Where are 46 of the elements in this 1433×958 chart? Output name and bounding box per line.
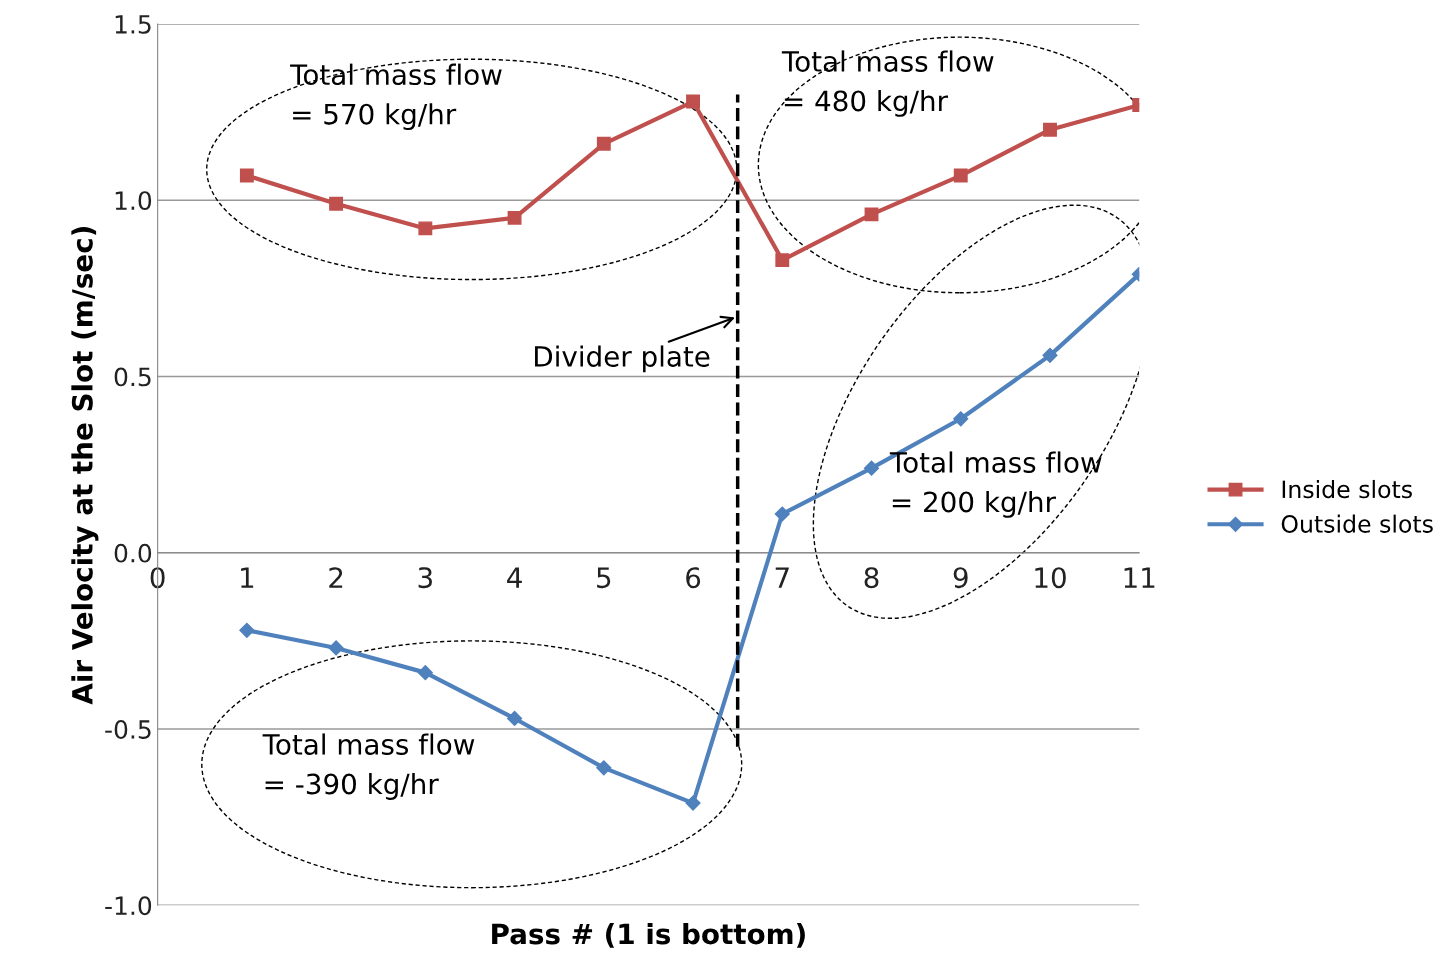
x-tick-label: 8 (864, 567, 879, 589)
point (775, 253, 790, 268)
point (864, 207, 879, 222)
legend-label: Outside slots (1281, 514, 1433, 533)
y-axis-title: Air Velocity at the Slot (m/sec) (71, 227, 99, 705)
point (1042, 347, 1058, 363)
point (328, 640, 344, 656)
x-tick-label: 2 (329, 567, 343, 588)
y-tick-label: 0.5 (114, 367, 151, 387)
point (507, 710, 523, 727)
x-tick-label: 11 (1124, 567, 1155, 588)
x-tick-label: 5 (597, 567, 611, 589)
point (417, 665, 433, 681)
y-tick-label: 0.0 (114, 543, 152, 563)
point (953, 168, 968, 183)
annotation: Total mass flow = 200 kg/hr (889, 451, 1102, 518)
point (596, 760, 612, 776)
point (596, 136, 611, 151)
point (507, 210, 522, 225)
x-tick-label: 0 (150, 567, 165, 589)
x-tick-label: 9 (953, 567, 968, 589)
x-tick-label: 4 (507, 567, 522, 588)
x-tick-label: 7 (775, 567, 789, 588)
point (685, 795, 701, 811)
point (774, 506, 790, 522)
y-tick-label: 1.0 (115, 191, 152, 211)
x-tick-label: 1 (241, 567, 254, 588)
x-axis-title: Pass # (1 is bottom) (492, 922, 805, 948)
y-tick-label: -0.5 (105, 719, 151, 739)
y-tick-label: 1.5 (115, 15, 151, 34)
y-tick-label: -1.0 (105, 896, 152, 916)
point (953, 411, 969, 427)
x-tick-label: 10 (1035, 567, 1066, 589)
point (329, 196, 344, 211)
x-tick-label: 6 (686, 567, 701, 589)
point (863, 460, 880, 476)
point (686, 94, 700, 109)
point (239, 168, 254, 183)
legend-label: Inside slots (1282, 479, 1412, 499)
annotation: Total mass flow = 480 kg/hr (781, 50, 994, 117)
point (418, 221, 433, 236)
point (1043, 122, 1057, 137)
x-tick-label: 3 (418, 567, 432, 589)
annotation: Total mass flow = -390 kg/hr (262, 733, 475, 800)
point (239, 622, 255, 638)
ref-line-label: Divider plate (535, 345, 710, 373)
